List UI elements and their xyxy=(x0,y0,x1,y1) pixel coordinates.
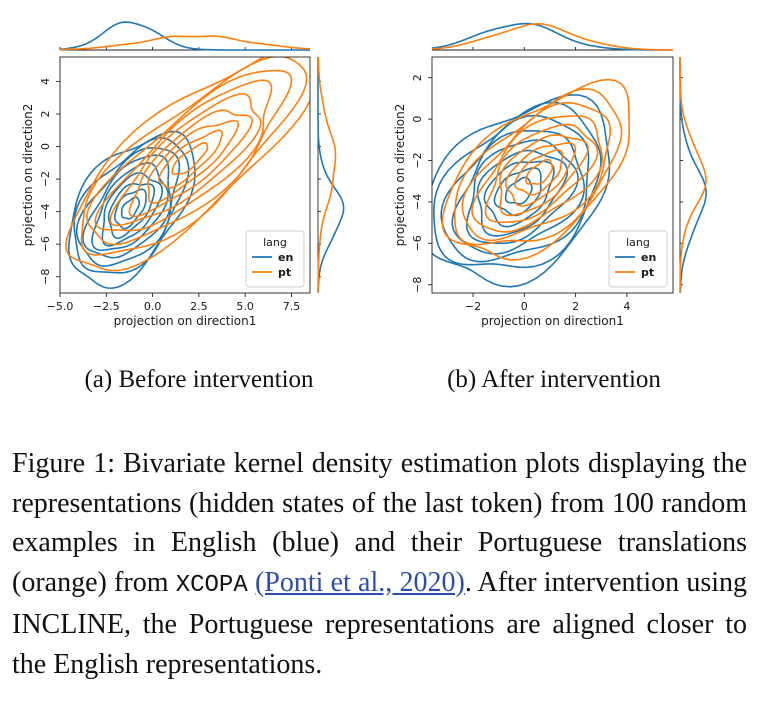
y-tick-label: 2 xyxy=(411,74,424,81)
right-marginal-pt xyxy=(679,57,707,293)
kde-contour-pt xyxy=(499,134,589,217)
contour-group xyxy=(432,78,630,288)
kde-contour-en xyxy=(73,137,190,274)
kde-contour-en xyxy=(120,196,141,220)
legend: lang en pt xyxy=(245,230,305,288)
right-marginal-en xyxy=(679,57,707,294)
y-tick-label: 0 xyxy=(39,143,52,150)
kde-contour-en xyxy=(440,114,590,263)
y-tick-label: −2 xyxy=(411,152,424,168)
y-tick-label: −6 xyxy=(39,236,52,252)
kde-contour-pt xyxy=(171,142,209,175)
right-marginal-en xyxy=(317,57,345,293)
y-axis-label: projection on direction2 xyxy=(393,104,407,247)
subcaption-a: (a) Before intervention xyxy=(84,366,314,393)
figure-caption: Figure 1: Bivariate kernel density estim… xyxy=(12,444,747,684)
x-axis-label: projection on direction1 xyxy=(114,314,257,328)
x-axis-label: projection on direction1 xyxy=(481,314,624,328)
panel-a-plot: −5.0 −2.5 0.0 2.5 5.0 7.5 −8 −6 −4 −2 0 2 4 projectio… xyxy=(21,21,345,328)
kde-contour-en xyxy=(504,176,533,205)
y-tick-label: −8 xyxy=(411,277,424,293)
x-tick-label: 7.5 xyxy=(283,300,301,313)
x-tick-label: −2 xyxy=(465,300,481,313)
legend: lang en pt xyxy=(608,230,668,288)
legend-box xyxy=(245,230,305,288)
kde-contour-pt xyxy=(471,115,604,233)
y-tick-label: 4 xyxy=(39,78,52,85)
caption-text-1: Bivariate kernel density estimation plot… xyxy=(12,448,747,598)
y-tick-label: −4 xyxy=(411,194,424,210)
x-tick-label: 0 xyxy=(521,300,528,313)
x-tick-label: −2.5 xyxy=(93,300,120,313)
caption-label: Figure 1: xyxy=(12,448,115,479)
legend-title: lang xyxy=(263,236,287,249)
legend-label-en: en xyxy=(641,251,656,264)
legend-label-pt: pt xyxy=(278,266,291,279)
y-tick-label: 0 xyxy=(411,116,424,123)
top-marginal-en xyxy=(59,21,310,51)
kde-contour-pt xyxy=(514,149,564,196)
top-marginal-pt xyxy=(431,22,673,51)
plot-frame xyxy=(59,56,311,294)
x-tick-label: −5.0 xyxy=(47,300,74,313)
top-marginal-pt xyxy=(59,35,311,51)
kde-contour-pt xyxy=(504,142,577,207)
caption-text-2: . After intervention using INCLINE, the … xyxy=(12,566,747,680)
kde-contour-pt xyxy=(441,78,630,261)
y-tick-label: −8 xyxy=(39,269,52,285)
x-tick-label: 0.0 xyxy=(144,300,162,313)
caption-dataset: XCOPA xyxy=(175,571,248,599)
y-axis-label: projection on direction2 xyxy=(21,104,35,247)
plot-frame xyxy=(431,56,674,294)
kde-contour-pt xyxy=(147,119,240,204)
kde-contour-pt xyxy=(86,69,293,246)
kde-contour-en xyxy=(91,162,169,252)
kde-contour-en xyxy=(68,130,196,290)
kde-contour-pt xyxy=(65,57,310,272)
y-tick-label: 2 xyxy=(39,110,52,117)
kde-contour-pt xyxy=(80,57,308,256)
x-tick-label: 2.5 xyxy=(190,300,208,313)
right-marginal-pt xyxy=(317,56,337,293)
contour-group xyxy=(65,57,310,290)
y-tick-label: −4 xyxy=(39,204,52,220)
kde-contour-pt xyxy=(109,93,262,227)
top-marginal-en xyxy=(431,22,673,51)
kde-contour-pt xyxy=(158,129,223,189)
legend-label-en: en xyxy=(278,251,293,264)
legend-box xyxy=(608,230,668,288)
y-tick-label: −2 xyxy=(39,171,52,187)
kde-contour-pt xyxy=(461,101,612,242)
kde-contour-pt xyxy=(484,123,599,224)
kde-contour-en xyxy=(113,188,147,230)
kde-contour-pt xyxy=(94,79,273,232)
citation-link[interactable]: (Ponti et al., 2020) xyxy=(254,566,465,598)
kde-contour-pt xyxy=(128,109,253,218)
kde-contour-en xyxy=(493,167,542,217)
legend-label-pt: pt xyxy=(641,266,654,279)
legend-title: lang xyxy=(626,236,650,249)
x-tick-label: 5.0 xyxy=(236,300,254,313)
subcaption-b: (b) After intervention xyxy=(447,366,661,393)
y-tick-label: −6 xyxy=(411,235,424,251)
kde-contour-en xyxy=(432,94,611,288)
x-tick-label: 2 xyxy=(572,300,579,313)
kde-contour-pt xyxy=(525,158,554,185)
x-tick-label: 4 xyxy=(623,300,630,313)
